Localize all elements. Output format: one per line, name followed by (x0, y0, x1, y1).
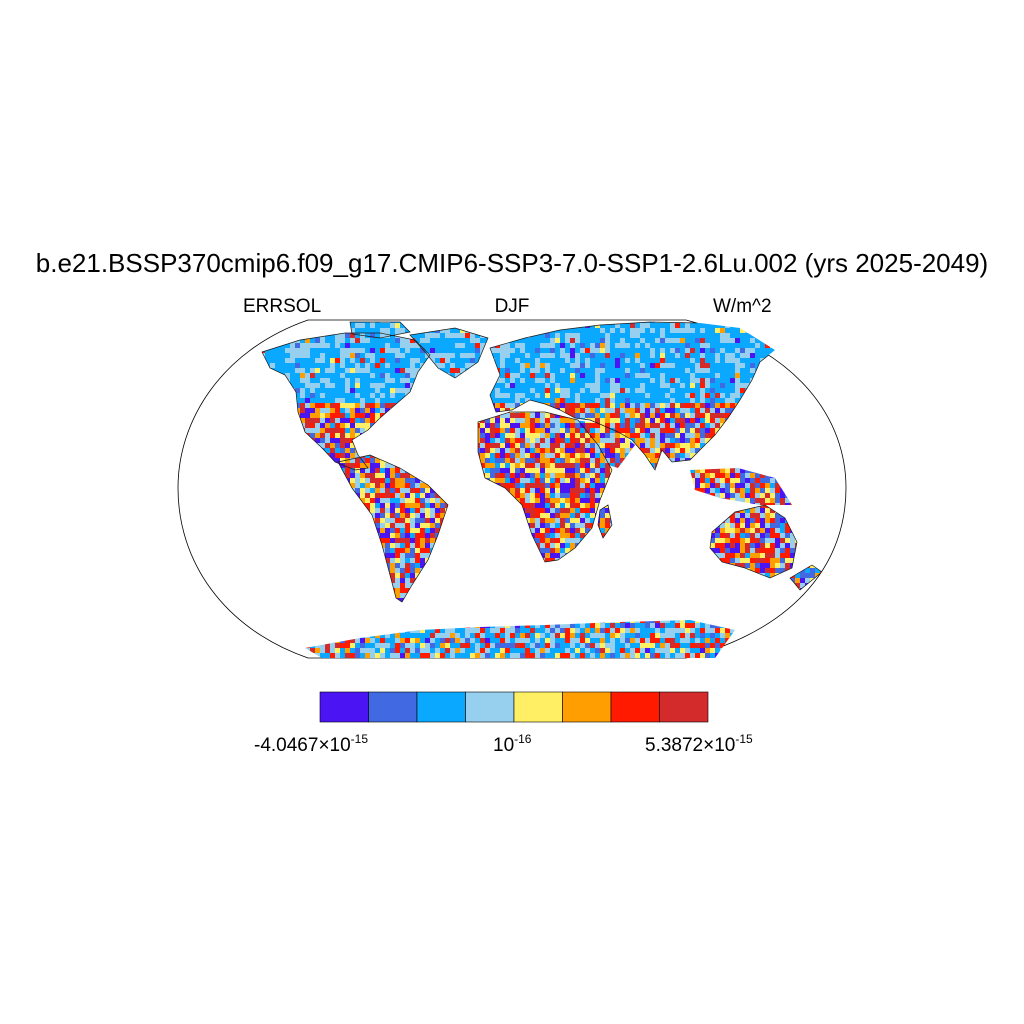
colorbar-box-6 (610, 691, 660, 723)
colorbar-max-label: 5.3872×10-15 (645, 732, 753, 756)
units-label: W/m^2 (713, 296, 772, 317)
season-label: DJF (494, 296, 530, 317)
colorbar-box-7 (659, 691, 709, 723)
colorbar-box-1 (368, 691, 418, 723)
colorbar-box-2 (416, 691, 466, 723)
coastlines (261, 321, 823, 603)
colorbar (319, 691, 709, 723)
plot-title: b.e21.BSSP370cmip6.f09_g17.CMIP6-SSP3-7.… (35, 248, 989, 278)
colorbar-min-label: -4.0467×10-15 (254, 732, 369, 756)
colorbar-box-0 (319, 691, 369, 723)
colorbar-box-4 (513, 691, 563, 723)
colorbar-mid-label: 10-16 (493, 732, 532, 756)
colorbar-box-5 (562, 691, 612, 723)
colorbar-box-3 (465, 691, 515, 723)
variable-label: ERRSOL (243, 296, 322, 317)
